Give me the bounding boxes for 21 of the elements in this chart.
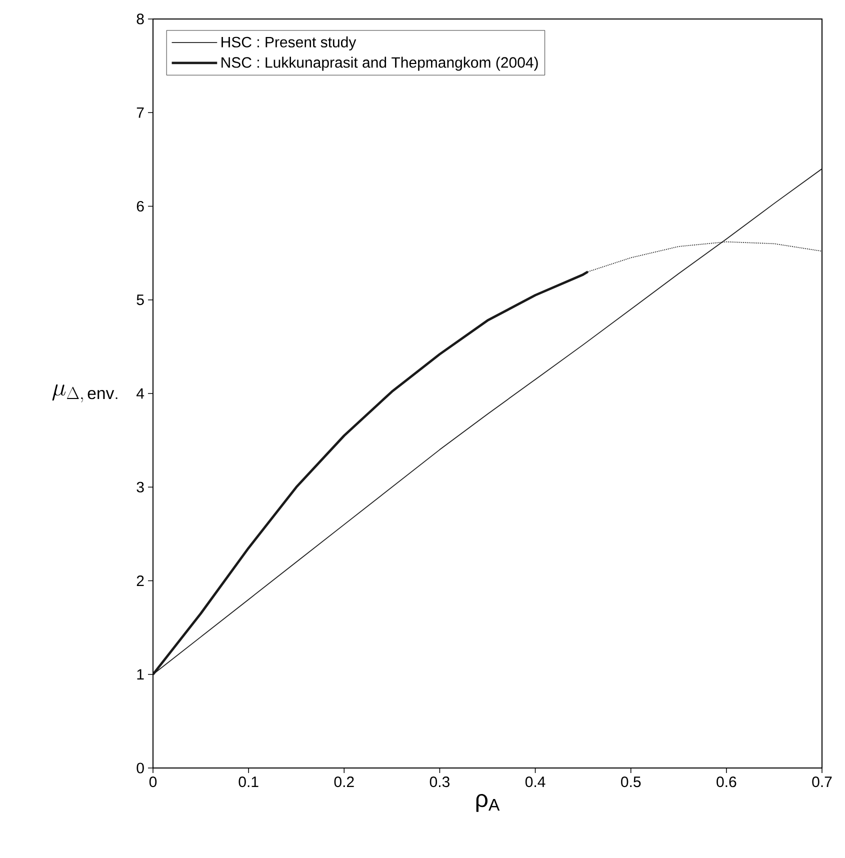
x-tick-label: 0.4 <box>525 776 546 788</box>
y-tick-label: 0 <box>136 762 144 774</box>
y-tick-label: 5 <box>136 294 144 306</box>
y-tick-label: 1 <box>137 669 144 680</box>
y-axis-title: $\mu_{\Delta,\,\mathrm{env.}}$ <box>52 384 118 402</box>
y-tick-label: 7 <box>136 107 144 118</box>
x-tick-label: 0.2 <box>334 776 354 788</box>
x-tick-label: 0.6 <box>716 776 736 788</box>
legend-label: NSC : Lukkunaprasit and Thepmangkom (2004) <box>222 56 538 71</box>
y-tick-label: 8 <box>136 14 144 24</box>
y-tick-label: 3 <box>136 482 144 492</box>
y-tick-label: 6 <box>136 200 144 212</box>
legend-label: HSC : Present study <box>222 36 356 50</box>
x-tick-label: 0.1 <box>238 776 258 788</box>
y-tick-label: 4 <box>136 388 144 399</box>
y-tick-label: 2 <box>136 576 144 586</box>
x-tick-label: 0.3 <box>430 776 450 788</box>
x-axis-title: ρ$_{A}$ <box>476 794 500 812</box>
x-tick-label: 0 <box>149 776 157 788</box>
x-tick-label: 0.5 <box>621 776 641 788</box>
x-tick-label: 0.7 <box>812 776 832 788</box>
